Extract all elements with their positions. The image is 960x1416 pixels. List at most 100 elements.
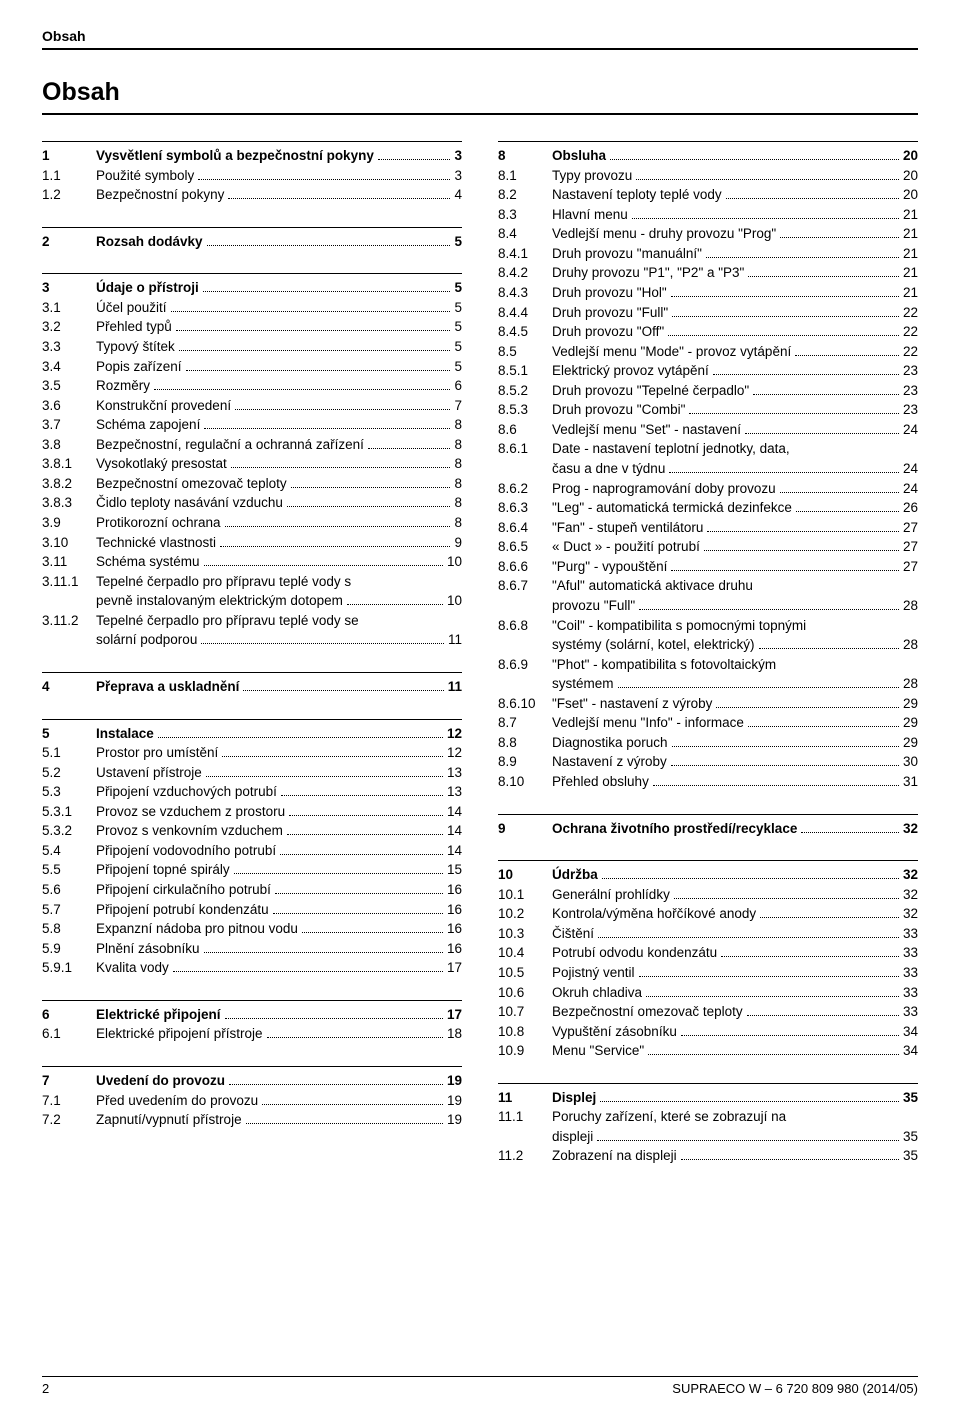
toc-entry: 8.5.2Druh provozu "Tepelné čerpadlo"23 [498,381,918,401]
toc-leader-dots [225,526,451,527]
toc-entry: 5.1Prostor pro umístění12 [42,743,462,763]
toc-entry-label: Před uvedením do provozu [96,1091,258,1111]
toc-entry-number: 8.3 [498,205,552,225]
toc-leader-dots [201,643,444,644]
toc-leader-dots [671,296,899,297]
toc-leader-dots [602,878,899,879]
toc-entry-number: 8.6.9 [498,655,552,675]
toc-entry-page: 33 [903,983,918,1003]
toc-entry: 8.4.1Druh provozu "manuální"21 [498,244,918,264]
toc-entry-label: Bezpečnostní omezovač teploty [552,1002,743,1022]
toc-entry: 3.10Technické vlastnosti9 [42,533,462,553]
toc-entry-label: « Duct » - použití potrubí [552,537,700,557]
toc-leader-dots [704,550,899,551]
toc-leader-dots [368,448,451,449]
toc-entry-page: 35 [903,1127,918,1147]
toc-entry-number: 11.1 [498,1107,552,1127]
toc-entry-number: 3.11.2 [42,611,96,631]
toc-entry-number: 10.5 [498,963,552,983]
toc-entry: 8.6Vedlejší menu "Set" - nastavení24 [498,420,918,440]
toc-entry-page: 5 [454,357,462,377]
toc-entry: 10.3Čištění33 [498,924,918,944]
toc-entry-page: 34 [903,1022,918,1042]
toc-entry-number: 6.1 [42,1024,96,1044]
toc-entry-page: 8 [454,415,462,435]
toc-entry-label: Druh provozu "Combi" [552,400,685,420]
toc-entry-number: 9 [498,819,552,839]
toc-entry-page: 27 [903,518,918,538]
toc-entry-continuation: solární podporou11 [42,630,462,650]
toc-entry-page: 8 [454,454,462,474]
toc-entry-page: 27 [903,557,918,577]
toc-leader-dots [668,335,899,336]
toc-entry: 10.1Generální prohlídky32 [498,885,918,905]
toc-leader-dots [780,237,899,238]
toc-entry-number: 5.8 [42,919,96,939]
toc-entry-number: 8.6.5 [498,537,552,557]
toc-entry-label: Nastavení teploty teplé vody [552,185,722,205]
toc-leader-dots [378,159,451,160]
toc-entry: 5.9.1Kvalita vody17 [42,958,462,978]
toc-entry-number: 10.4 [498,943,552,963]
toc-leader-dots [706,257,899,258]
toc-entry-label: Údržba [552,865,598,885]
toc-entry-label: Provoz se vzduchem z prostoru [96,802,285,822]
toc-entry-number: 10.2 [498,904,552,924]
toc-entry-number: 8.4.2 [498,263,552,283]
page-footer: 2 SUPRAECO W – 6 720 809 980 (2014/05) [42,1376,918,1396]
toc-leader-dots [671,570,899,571]
toc-leader-dots [707,531,899,532]
toc-leader-dots [207,245,451,246]
toc-entry: 3.11Schéma systému10 [42,552,462,572]
toc-entry-label: Schéma zapojení [96,415,200,435]
toc-entry-label: Rozměry [96,376,150,396]
toc-leader-dots [204,428,450,429]
toc-entry-number: 2 [42,232,96,252]
toc-leader-dots [598,937,899,938]
toc-entry-number: 5.3.2 [42,821,96,841]
toc-entry-number: 5.3.1 [42,802,96,822]
toc-entry-page: 16 [447,880,462,900]
toc-leader-dots [713,374,899,375]
toc-entry: 2Rozsah dodávky5 [42,232,462,252]
toc-entry-label: Tepelné čerpadlo pro přípravu teplé vody… [96,611,359,631]
toc-entry: 5.5Připojení topné spirály15 [42,860,462,880]
toc-entry-continuation: pevně instalovaným elektrickým dotopem10 [42,591,462,611]
toc-leader-dots [234,873,443,874]
toc-leader-dots [672,316,899,317]
toc-entry-page: 5 [454,317,462,337]
toc-entry-page: 33 [903,943,918,963]
toc-entry-label: Bezpečnostní pokyny [96,185,224,205]
toc-leader-dots [669,472,899,473]
toc-entry: 3.9Protikorozní ochrana8 [42,513,462,533]
toc-entry-page: 27 [903,537,918,557]
toc-entry: 5.4Připojení vodovodního potrubí14 [42,841,462,861]
toc-entry-label: systémem [552,674,614,694]
toc-entry: 1.1Použité symboly3 [42,166,462,186]
toc-entry: 8.4.3Druh provozu "Hol"21 [498,283,918,303]
toc-entry: 8.4Vedlejší menu - druhy provozu "Prog"2… [498,224,918,244]
toc-entry-number: 3.4 [42,357,96,377]
toc-entry-label: Nastavení z výroby [552,752,667,772]
toc-entry-page: 4 [454,185,462,205]
toc-entry: 11Displej35 [498,1088,918,1108]
toc-leader-dots [639,976,899,977]
toc-entry: 3.11.1Tepelné čerpadlo pro přípravu tepl… [42,572,462,592]
toc-entry-number: 3.5 [42,376,96,396]
toc-entry-label: Hlavní menu [552,205,628,225]
toc-entry: 8.9Nastavení z výroby30 [498,752,918,772]
toc-entry-label: Popis zařízení [96,357,182,377]
toc-entry-label: Připojení topné spirály [96,860,230,880]
toc-entry-label: Druh provozu "Off" [552,322,664,342]
toc-entry-label: Zapnutí/vypnutí přístroje [96,1110,242,1130]
toc-entry-page: 16 [447,939,462,959]
toc-left-column: 1Vysvětlení symbolů a bezpečnostní pokyn… [42,141,462,1188]
toc-entry-number: 8.4 [498,224,552,244]
toc-entry-page: 3 [454,146,462,166]
toc-right-column: 8Obsluha208.1Typy provozu208.2Nastavení … [498,141,918,1188]
toc-entry: 1.2Bezpečnostní pokyny4 [42,185,462,205]
toc-entry: 8.4.5Druh provozu "Off"22 [498,322,918,342]
toc-leader-dots [291,487,451,488]
toc-section: 3Údaje o přístroji53.1Účel použití53.2Př… [42,273,462,650]
running-head: Obsah [42,28,918,50]
